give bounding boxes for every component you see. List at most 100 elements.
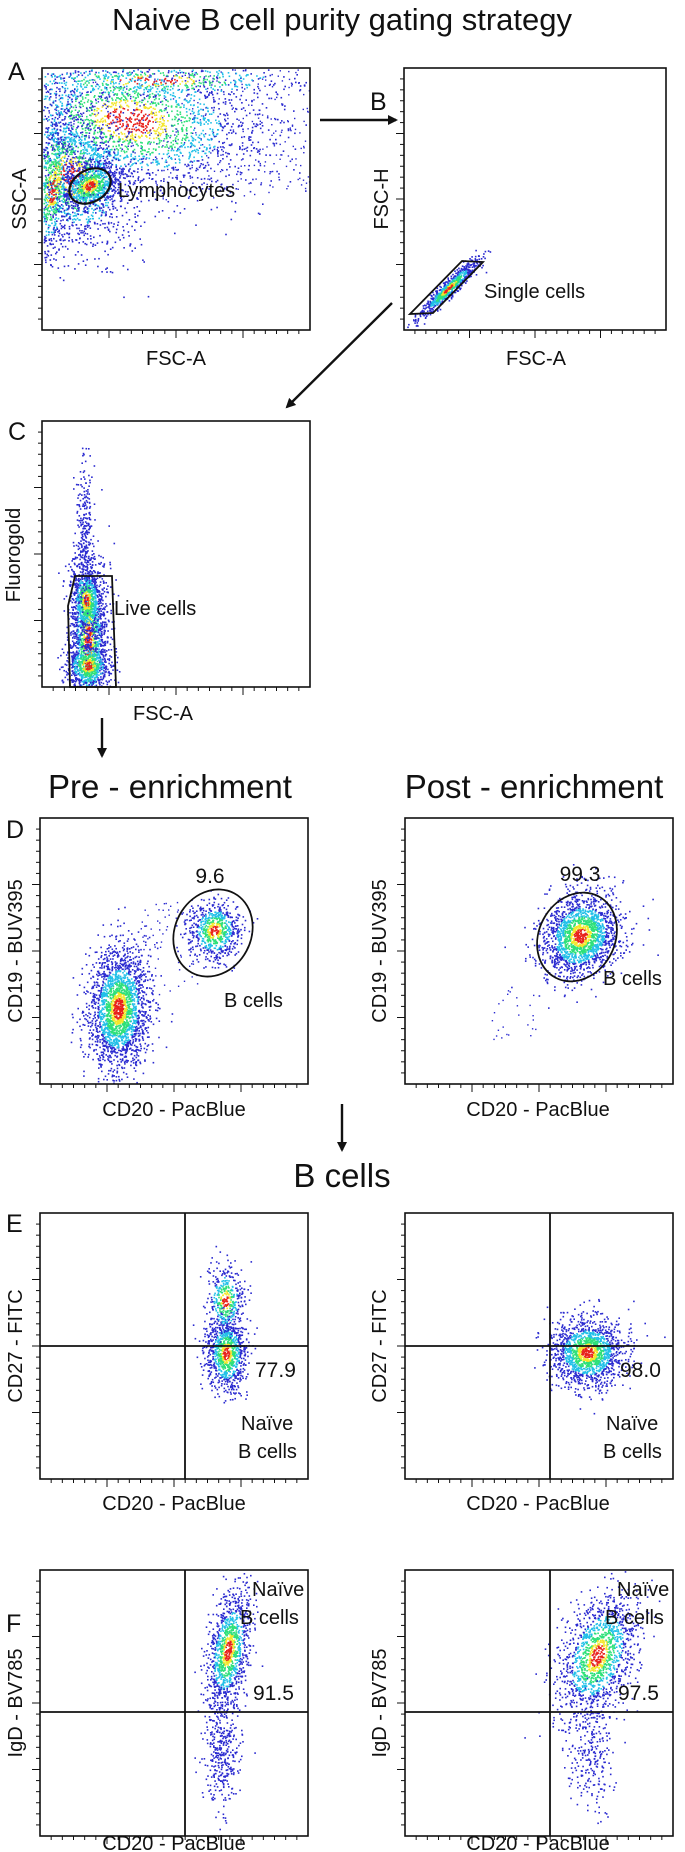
event-dot [226,138,228,140]
event-dot [82,176,83,177]
event-dot [110,196,112,198]
event-dot [230,159,232,161]
event-dot [105,124,107,126]
event-dot [243,153,245,155]
event-dot [190,168,191,169]
event-dot [110,199,111,200]
event-dot [93,154,95,156]
event-dot [296,74,298,76]
event-dot [298,82,300,84]
event-dot [186,111,188,113]
event-dot [113,122,115,124]
event-dot [281,132,282,133]
event-dot [90,159,92,161]
event-dot [101,110,103,112]
event-dot [107,148,108,149]
event-dot [101,89,103,91]
event-dot [244,136,246,138]
event-dot [194,74,196,76]
event-dot [191,143,193,145]
event-dot [107,141,109,143]
event-dot [228,174,230,176]
event-dot [99,145,101,147]
event-dot [75,99,76,100]
event-dot [300,89,302,91]
event-dot [123,69,125,71]
event-dot [231,91,233,93]
event-dot [99,207,101,209]
event-dot [75,72,77,74]
event-dot [74,212,76,214]
event-dot [140,225,142,227]
event-dot [164,129,165,130]
event-dot [112,247,114,249]
event-dot [60,126,62,128]
event-dot [168,217,170,219]
event-dot [44,242,46,244]
event-dot [51,193,53,195]
event-dot [139,105,140,106]
event-dot [253,123,255,125]
event-dot [256,123,258,125]
event-dot [121,144,123,146]
event-dot [87,208,89,210]
event-dot [263,77,265,79]
event-dot [84,194,86,196]
event-dot [89,179,91,181]
event-dot [222,158,224,160]
event-dot [295,129,296,130]
event-dot [64,134,66,136]
event-dot [70,118,72,120]
event-dot [95,115,97,117]
event-dot [98,218,100,220]
event-dot [166,162,167,163]
event-dot [241,178,242,179]
event-dot [187,77,189,79]
event-dot [85,177,87,179]
event-dot [115,72,117,74]
event-dot [68,124,70,126]
event-dot [73,120,75,122]
event-dot [131,131,132,132]
event-dot [147,86,149,88]
event-dot [155,149,157,151]
event-dot [112,79,114,81]
event-dot [45,76,47,78]
event-dot [217,75,219,77]
event-dot [52,129,54,131]
event-dot [64,266,66,268]
event-dot [61,167,63,169]
event-dot [245,99,247,101]
event-dot [177,130,178,131]
event-dot [173,144,175,146]
event-dot [137,102,139,104]
event-dot [133,170,135,172]
event-dot [66,198,68,200]
event-dot [174,211,176,213]
event-dot [148,148,150,150]
event-dot [276,171,278,173]
event-dot [184,121,186,123]
event-dot [191,79,193,81]
event-dot [66,137,68,139]
event-dot [166,107,167,108]
event-dot [86,127,87,128]
event-dot [55,176,57,178]
event-dot [174,147,176,149]
event-dot [52,134,54,136]
event-dot [225,152,227,154]
event-dot [194,128,195,129]
event-dot [145,103,147,105]
event-dot [113,131,115,133]
event-dot [59,88,60,89]
event-dot [112,99,114,101]
event-dot [258,213,260,215]
event-dot [156,130,158,132]
event-dot [106,165,108,167]
event-dot [203,117,205,119]
event-dot [59,153,61,155]
event-dot [109,92,111,94]
event-dot [107,254,109,256]
event-dot [87,80,89,82]
event-dot [63,280,65,282]
